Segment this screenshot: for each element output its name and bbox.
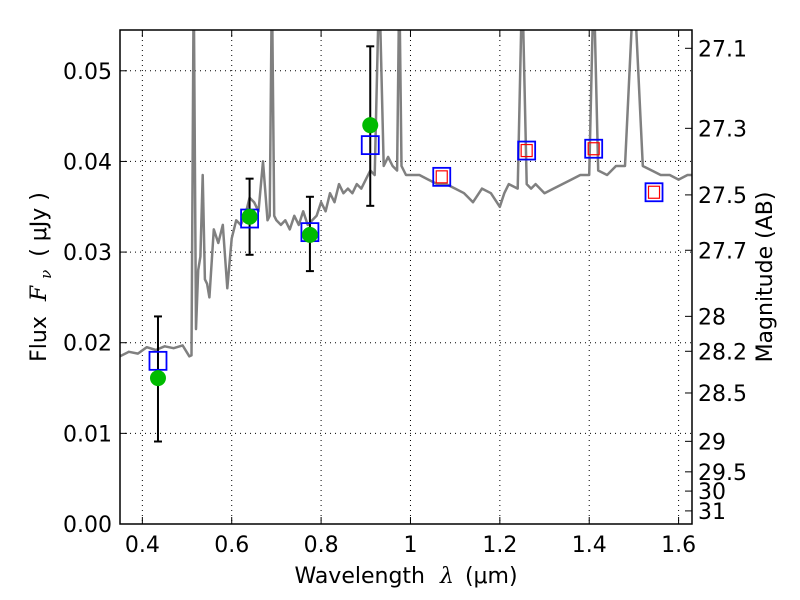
observed-point <box>241 208 258 225</box>
right-tick-label: 28.2 <box>698 340 747 365</box>
model-square-inner <box>647 185 661 199</box>
right-tick-label: 27.3 <box>698 117 747 142</box>
model-square <box>584 138 604 159</box>
x-tick-label: 1.2 <box>482 533 517 558</box>
x-tick-label: 1.4 <box>572 533 607 558</box>
spectrum-line <box>120 30 692 358</box>
y-tick-label: 0.05 <box>63 60 112 85</box>
model-square <box>644 182 664 203</box>
x-axis-ticks: 0.4 0.6 0.8 1 1.2 1.4 1.6 <box>125 30 696 558</box>
y-axis-ticks: 0.00 0.01 0.02 0.03 0.04 0.05 <box>63 60 127 538</box>
photometry-markers <box>148 45 664 443</box>
observed-point <box>149 370 166 387</box>
right-tick-label: 29.5 <box>698 461 747 486</box>
right-tick-label: 27.5 <box>698 184 747 209</box>
right-tick-label: 28 <box>698 305 726 330</box>
right-tick-label: 30 <box>698 480 726 505</box>
right-tick-label: 27.7 <box>698 239 747 264</box>
x-tick-label: 0.4 <box>125 533 160 558</box>
x-tick-label: 0.8 <box>304 533 339 558</box>
y-tick-label: 0.04 <box>63 150 112 175</box>
x-tick-label: 0.6 <box>214 533 249 558</box>
right-tick-label: 29 <box>698 430 726 455</box>
model-spectrum <box>120 30 692 358</box>
y-tick-label: 0.01 <box>63 422 112 447</box>
right-tick-label: 27.1 <box>698 37 747 62</box>
y-tick-label: 0.03 <box>63 241 112 266</box>
y-axis-label: Flux F ν ( μJy ) <box>27 192 57 362</box>
right-tick-label: 31 <box>698 500 726 525</box>
observed-point <box>301 226 318 243</box>
model-square <box>148 350 168 371</box>
x-tick-label: 1.6 <box>661 533 696 558</box>
model-square-inner <box>520 143 533 158</box>
x-tick-label: 1 <box>403 533 417 558</box>
x-axis-label: Wavelength λ (μm) <box>294 564 517 589</box>
observed-point <box>362 117 379 134</box>
right-axis-label: Magnitude (AB) <box>753 192 778 363</box>
right-tick-label: 28.5 <box>698 382 747 407</box>
model-square <box>517 140 537 161</box>
model-square <box>360 135 380 156</box>
model-square-inner <box>435 170 448 184</box>
model-square-inner <box>587 142 600 156</box>
y-tick-label: 0.02 <box>63 332 112 357</box>
y-tick-label: 0.00 <box>63 513 112 538</box>
model-square <box>432 166 452 187</box>
plot-frame <box>119 29 693 525</box>
